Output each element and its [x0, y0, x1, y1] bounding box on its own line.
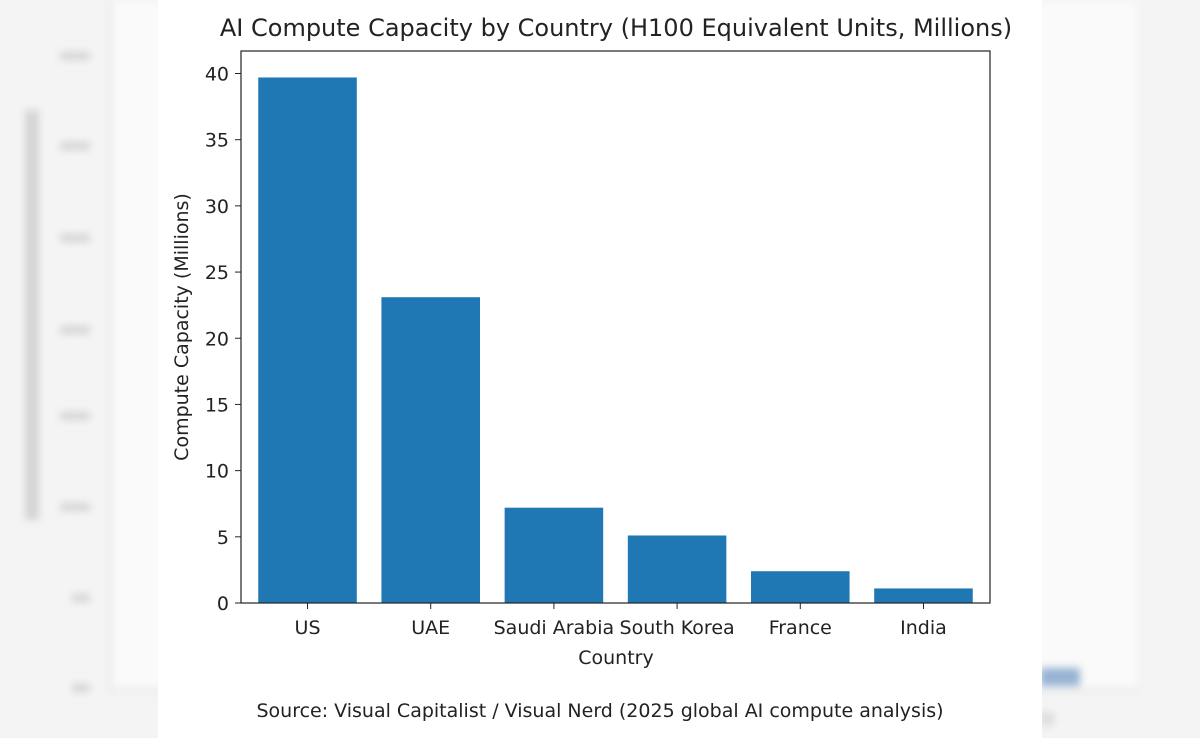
bar-us: [258, 77, 357, 603]
y-tick-label: 40: [205, 64, 229, 86]
bars-group: [258, 77, 973, 603]
y-tick-label: 10: [205, 461, 229, 483]
x-tick-label: India: [900, 617, 947, 639]
bar-saudi-arabia: [504, 507, 604, 603]
x-tick-label: Saudi Arabia: [494, 617, 615, 639]
y-tick-label: 30: [205, 196, 229, 218]
plot-frame: [240, 50, 991, 604]
y-axis-ticks: 0 5 10 15 20 25 30 35 40: [205, 64, 241, 615]
y-tick-label: 15: [205, 394, 229, 416]
bar-uae: [381, 297, 480, 603]
y-tick-label: 35: [205, 130, 229, 152]
x-tick-label: US: [295, 617, 321, 639]
bar-south-korea: [627, 535, 727, 603]
x-tick-label: UAE: [411, 617, 450, 639]
bar-france: [751, 571, 850, 603]
source-caption: Source: Visual Capitalist / Visual Nerd …: [256, 700, 944, 722]
y-tick-label: 20: [205, 328, 229, 350]
x-axis-label: Country: [578, 647, 653, 669]
bar-india: [874, 588, 973, 603]
x-tick-label: France: [769, 617, 832, 639]
y-axis-label: Compute Capacity (Millions): [171, 193, 193, 461]
x-axis-ticks: US UAE Saudi Arabia South Korea France India: [295, 603, 947, 639]
y-tick-label: 0: [217, 593, 229, 615]
y-tick-label: 5: [217, 527, 229, 549]
y-tick-label: 25: [205, 262, 229, 284]
chart-title: AI Compute Capacity by Country (H100 Equ…: [220, 14, 1012, 42]
x-tick-label: South Korea: [620, 617, 735, 639]
